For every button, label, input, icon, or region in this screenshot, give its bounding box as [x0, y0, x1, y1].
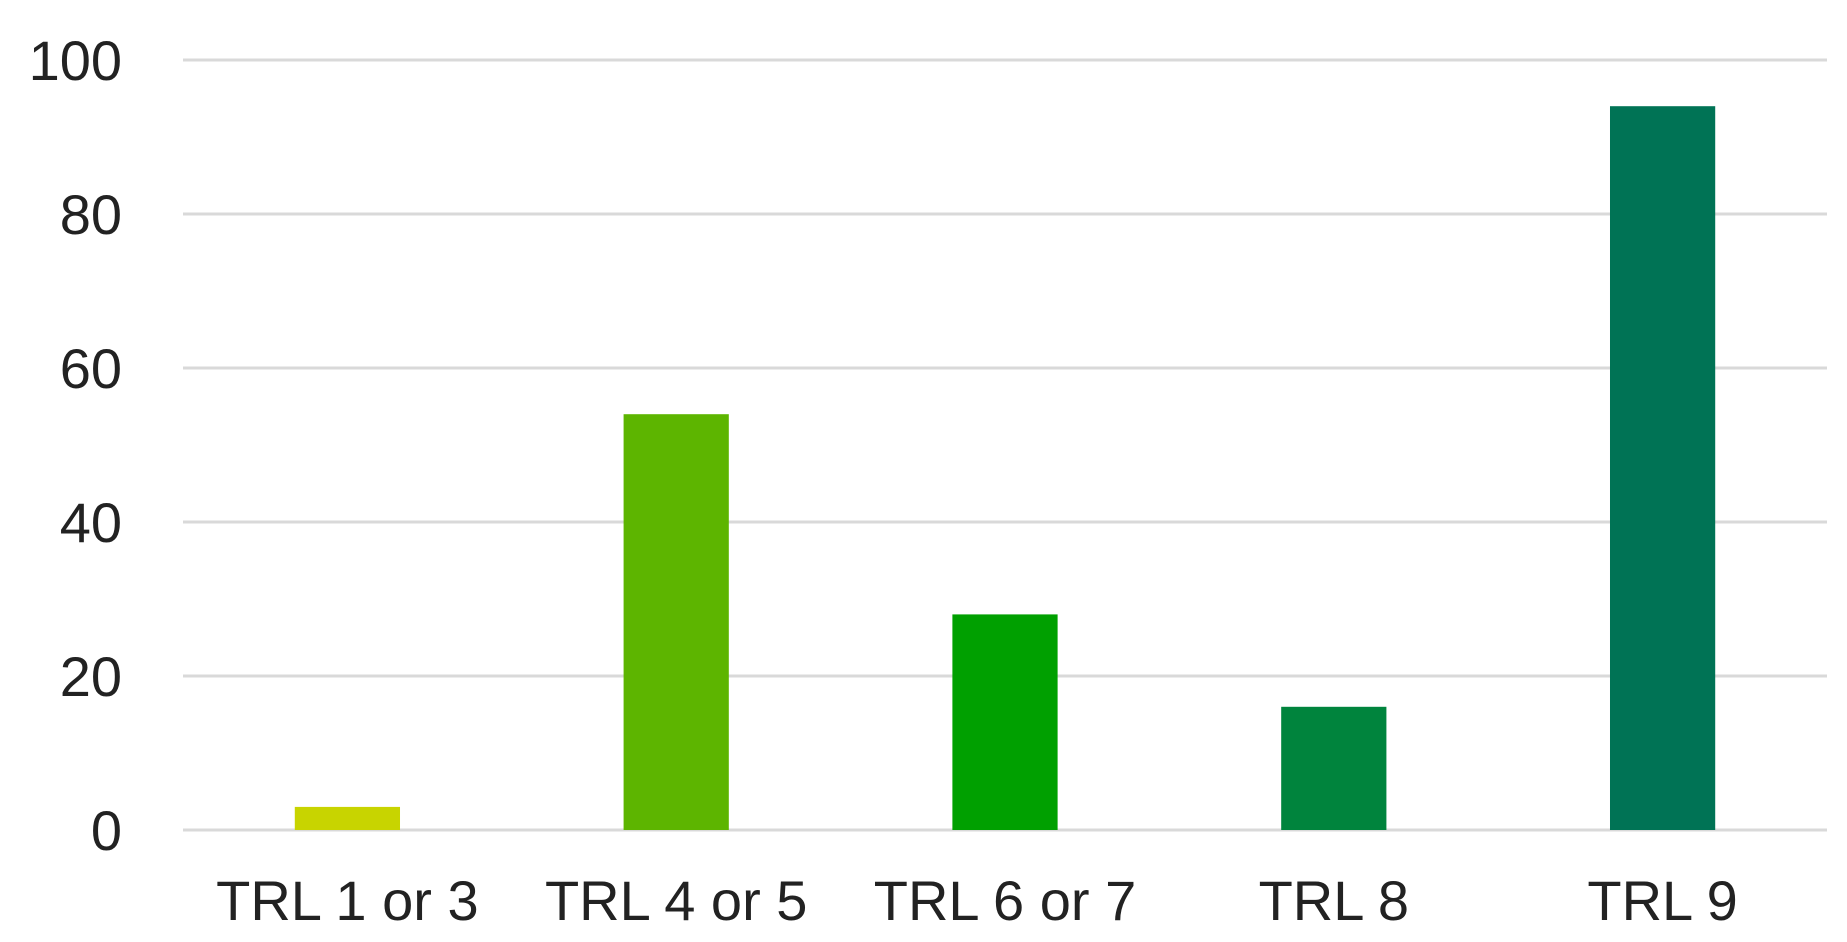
y-tick-label: 0	[91, 799, 122, 862]
gridlines	[183, 58, 1827, 832]
y-tick-label: 20	[60, 645, 122, 708]
bar	[952, 614, 1058, 830]
y-axis-ticks: 0 20 40 60 80 100	[29, 29, 122, 862]
x-axis-ticks: TRL 1 or 3 TRL 4 or 5 TRL 6 or 7 TRL 8 TRL 9	[216, 869, 1738, 932]
bars	[294, 106, 1716, 830]
x-tick-label: TRL 1 or 3	[216, 869, 478, 932]
y-tick-label: 40	[60, 491, 122, 554]
bar	[623, 414, 729, 830]
bar	[1281, 706, 1387, 830]
y-tick-label: 80	[60, 183, 122, 246]
x-tick-label: TRL 8	[1259, 869, 1409, 932]
y-tick-label: 100	[29, 29, 122, 92]
bar	[1609, 106, 1716, 830]
y-tick-label: 60	[60, 337, 122, 400]
bar	[294, 806, 401, 830]
x-tick-label: TRL 4 or 5	[545, 869, 807, 932]
x-tick-label: TRL 6 or 7	[874, 869, 1136, 932]
x-tick-label: TRL 9	[1587, 869, 1737, 932]
